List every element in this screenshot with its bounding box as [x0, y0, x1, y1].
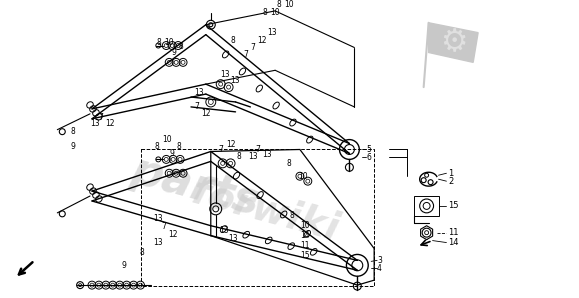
Text: 13: 13 [219, 226, 228, 235]
Text: 7: 7 [98, 113, 103, 122]
Text: 10: 10 [162, 135, 172, 144]
Text: 2: 2 [448, 177, 454, 186]
Text: 8: 8 [290, 211, 295, 220]
Text: 13: 13 [221, 70, 230, 79]
Text: ⚙: ⚙ [439, 28, 467, 57]
Text: 10: 10 [298, 172, 307, 181]
Text: 9: 9 [122, 261, 127, 270]
Bar [414, 196, 438, 216]
Text: 7: 7 [255, 145, 260, 154]
Text: 12: 12 [168, 230, 178, 239]
Text: 13: 13 [153, 238, 163, 247]
Text: 8: 8 [176, 142, 181, 151]
Text: parts: parts [127, 148, 265, 224]
Text: 12: 12 [257, 36, 267, 45]
Text: 8: 8 [155, 142, 159, 151]
Text: forwiki: forwiki [187, 173, 343, 249]
Text: 9: 9 [171, 48, 176, 57]
Text: 8: 8 [140, 248, 144, 257]
Text: 13: 13 [248, 152, 258, 161]
Text: 6: 6 [367, 153, 371, 162]
Text: 13: 13 [267, 28, 277, 37]
Text: 14: 14 [300, 231, 310, 240]
Text: 13: 13 [194, 88, 204, 97]
Text: 1: 1 [448, 169, 454, 178]
Text: 13: 13 [230, 76, 240, 85]
Text: 7: 7 [250, 43, 255, 52]
Text: 9: 9 [169, 149, 174, 158]
Text: 8: 8 [262, 8, 267, 17]
Text: 8: 8 [230, 36, 235, 45]
Text: 8: 8 [156, 38, 161, 47]
Text: 7: 7 [219, 145, 223, 154]
Text: 8: 8 [237, 152, 241, 161]
Text: 15: 15 [448, 201, 459, 210]
Text: 12: 12 [201, 109, 210, 118]
Text: 8: 8 [70, 127, 75, 136]
Text: 4: 4 [377, 264, 382, 273]
Text: 7: 7 [243, 50, 248, 59]
Text: 12: 12 [105, 119, 114, 128]
Text: 7: 7 [194, 103, 199, 111]
Text: 15: 15 [300, 251, 310, 260]
Text: 9: 9 [70, 142, 75, 151]
Text: 8: 8 [276, 0, 281, 10]
Text: 5: 5 [367, 145, 371, 154]
Text: 13: 13 [229, 234, 238, 243]
Text: 10: 10 [300, 221, 310, 230]
Text: 8: 8 [286, 159, 291, 168]
Text: 12: 12 [226, 140, 236, 149]
Text: 14: 14 [448, 238, 459, 247]
Text: 8: 8 [178, 42, 183, 51]
Text: 13: 13 [90, 119, 100, 128]
Text: 13: 13 [153, 214, 163, 223]
Text: 3: 3 [377, 256, 382, 265]
Text: 10: 10 [164, 38, 174, 47]
Text: 13: 13 [262, 150, 272, 159]
Text: 10: 10 [284, 0, 294, 10]
Bar [141, 150, 374, 286]
Polygon shape [428, 23, 478, 62]
Text: 11: 11 [300, 241, 309, 250]
Text: 7: 7 [162, 222, 166, 231]
Text: 11: 11 [448, 228, 459, 237]
Text: 10: 10 [270, 8, 280, 17]
